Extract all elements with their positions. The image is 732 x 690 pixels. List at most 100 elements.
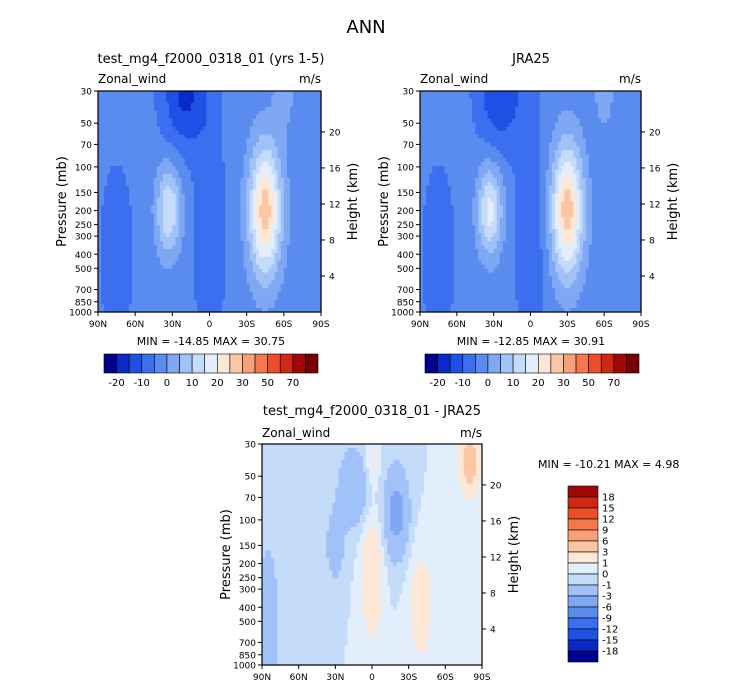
heatmap-cell: [135, 122, 139, 128]
heatmap-cell: [181, 300, 186, 305]
heatmap-cell: [107, 169, 111, 175]
heatmap-cell: [175, 209, 180, 214]
heatmap-cell: [178, 134, 183, 139]
heatmap-cell: [169, 304, 173, 309]
heatmap-cell: [141, 237, 146, 242]
heatmap-cell: [147, 154, 152, 159]
heatmap-cell: [184, 134, 189, 139]
heatmap-cell: [181, 272, 186, 278]
heatmap-cell: [119, 114, 124, 120]
heatmap-cell: [144, 296, 149, 301]
heatmap-cell: [178, 272, 183, 278]
heatmap-cell: [181, 288, 186, 293]
heatmap-cell: [169, 209, 173, 214]
heatmap-cell: [107, 181, 111, 187]
colorbar-swatch: [191, 353, 206, 374]
heatmap-cell: [169, 288, 173, 293]
heatmap-cell: [163, 264, 167, 270]
heatmap-cell: [184, 260, 189, 266]
heatmap-cell: [184, 248, 189, 254]
heatmap-cell: [187, 102, 192, 108]
heatmap-cell: [150, 205, 155, 210]
heatmap-cell: [101, 264, 105, 270]
heatmap-cell: [138, 122, 142, 128]
heatmap-cell: [159, 237, 164, 242]
heatmap-cell: [128, 221, 133, 226]
heatmap-cell: [169, 272, 173, 278]
heatmap-cell: [104, 154, 108, 159]
heatmap-cell: [153, 225, 158, 230]
heatmap-cell: [141, 209, 146, 214]
heatmap-cell: [101, 177, 105, 183]
heatmap-cell: [181, 296, 186, 301]
heatmap-cell: [135, 138, 139, 143]
heatmap-cell: [147, 173, 152, 179]
heatmap-cell: [159, 110, 164, 116]
heatmap-cell: [144, 158, 149, 163]
heatmap-cell: [113, 177, 118, 183]
heatmap-cell: [141, 240, 146, 246]
heatmap-cell: [110, 181, 115, 187]
heatmap-cell: [159, 138, 164, 143]
heatmap-cell: [141, 142, 146, 147]
heatmap-cell: [113, 256, 118, 262]
heatmap-cell: [172, 260, 177, 266]
heatmap-cell: [110, 158, 115, 163]
heatmap-cell: [110, 169, 115, 175]
heatmap-cell: [116, 185, 121, 191]
heatmap-cell: [184, 102, 189, 108]
heatmap-cell: [98, 158, 102, 163]
heatmap-cell: [150, 126, 155, 132]
heatmap-cell: [166, 276, 170, 282]
heatmap-cell: [116, 284, 121, 289]
heatmap-cell: [153, 91, 158, 96]
y-axis-label-right: Height (km): [346, 163, 361, 240]
heatmap-cell: [144, 268, 149, 274]
heatmap-cell: [119, 181, 124, 187]
heatmap-cell: [175, 118, 180, 124]
heatmap-cell: [113, 244, 118, 250]
heatmap-cell: [122, 94, 127, 100]
heatmap-cell: [184, 114, 189, 120]
heatmap-cell: [113, 102, 118, 108]
heatmap-cell: [98, 134, 102, 139]
heatmap-cell: [150, 185, 155, 191]
heatmap-cell: [172, 244, 177, 250]
heatmap-cell: [125, 209, 130, 214]
heatmap-cell: [132, 248, 136, 254]
heatmap-cell: [101, 296, 105, 301]
heatmap-cell: [107, 221, 111, 226]
heatmap-cell: [125, 146, 130, 151]
heatmap-cell: [104, 272, 108, 278]
heatmap-cell: [107, 146, 111, 151]
heatmap-cell: [172, 252, 177, 258]
heatmap-cell: [119, 138, 124, 143]
heatmap-cell: [119, 146, 124, 151]
heatmap-cell: [104, 300, 108, 305]
heatmap-cell: [184, 201, 189, 207]
heatmap-cell: [107, 102, 111, 108]
heatmap-cell: [166, 150, 170, 155]
heatmap-cell: [138, 106, 142, 112]
heatmap-cell: [163, 276, 167, 282]
heatmap-cell: [141, 185, 146, 191]
heatmap-cell: [110, 256, 115, 262]
heatmap-cell: [98, 201, 102, 207]
heatmap-cell: [153, 98, 158, 104]
heatmap-cell: [119, 264, 124, 270]
colorbar-label: -20: [108, 378, 124, 389]
heatmap-cell: [132, 130, 136, 136]
heatmap-cell: [144, 154, 149, 159]
panel-model: test_mg4_f2000_0318_01 (yrs 1-5) Zonal_w…: [55, 52, 361, 389]
heatmap-cell: [98, 272, 102, 278]
heatmap-cell: [159, 142, 164, 147]
colorbar-swatch: [305, 353, 319, 374]
heatmap-cell: [113, 205, 118, 210]
heatmap-cell: [138, 256, 142, 262]
heatmap-cell: [153, 221, 158, 226]
heatmap-cell: [184, 264, 189, 270]
heatmap-cell: [104, 130, 108, 136]
heatmap-cell: [175, 165, 180, 171]
heatmap-cell: [138, 308, 142, 313]
heatmap-cell: [107, 150, 111, 155]
